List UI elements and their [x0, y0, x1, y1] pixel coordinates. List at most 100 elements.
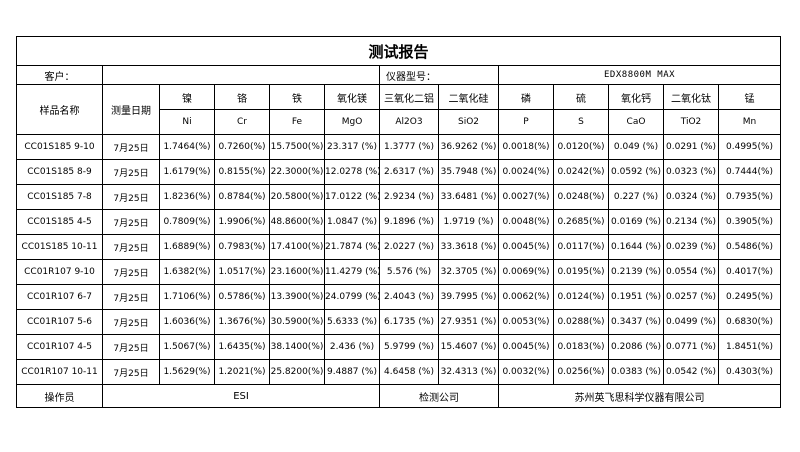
value-cell: 15.4607 (%) — [438, 334, 499, 360]
instrument-label: 仪器型号： — [379, 65, 499, 85]
value-cell: 0.0248(%) — [553, 184, 609, 210]
sample-name-cell: CC01S185 9-10 — [16, 134, 103, 160]
value-cell: 0.0045(%) — [498, 234, 554, 260]
value-cell: 12.0278 (%) — [324, 159, 380, 185]
value-cell: 1.5067(%) — [159, 334, 215, 360]
value-cell: 2.4043 (%) — [379, 284, 439, 310]
date-cell: 7月25日 — [102, 334, 160, 360]
operator-label: 操作员 — [16, 384, 103, 408]
value-cell: 1.6435(%) — [214, 334, 270, 360]
value-cell: 20.5800(%) — [269, 184, 325, 210]
value-cell: 1.3777 (%) — [379, 134, 439, 160]
date-cell: 7月25日 — [102, 309, 160, 335]
element-symbol-header: S — [553, 109, 609, 135]
instrument-value: EDX8800M MAX — [497, 65, 782, 85]
element-name-header: 硫 — [553, 84, 609, 110]
value-cell: 0.6830(%) — [717, 309, 782, 335]
value-cell: 0.0117(%) — [553, 234, 609, 260]
value-cell: 0.0554 (%) — [663, 259, 719, 285]
value-cell: 33.6481 (%) — [438, 184, 499, 210]
value-cell: 27.9351 (%) — [438, 309, 499, 335]
value-cell: 0.3905(%) — [717, 209, 782, 235]
value-cell: 1.7464(%) — [159, 134, 215, 160]
value-cell: 0.1951 (%) — [608, 284, 664, 310]
value-cell: 0.2495(%) — [717, 284, 782, 310]
sample-name-cell: CC01R107 10-11 — [16, 359, 103, 385]
table-row: CC01S185 10-11 7月25日 1.6889(%) 0.7983(%) 17.… — [16, 234, 782, 260]
date-cell: 7月25日 — [102, 159, 160, 185]
value-cell: 0.0045(%) — [498, 334, 554, 360]
value-cell: 30.5900(%) — [269, 309, 325, 335]
company-value: 苏州英飞思科学仪器有限公司 — [497, 384, 782, 408]
value-cell: 0.0257 (%) — [663, 284, 719, 310]
value-cell: 0.049 (%) — [608, 134, 664, 160]
value-cell: 0.3437 (%) — [608, 309, 664, 335]
element-symbol-header: SiO2 — [438, 109, 499, 135]
value-cell: 5.576 (%) — [379, 259, 439, 285]
value-cell: 0.0288(%) — [553, 309, 609, 335]
value-cell: 17.4100(%) — [269, 234, 325, 260]
value-cell: 24.0799 (%) — [324, 284, 380, 310]
value-cell: 0.0383 (%) — [608, 359, 664, 385]
element-name-header: 铬 — [214, 84, 270, 110]
value-cell: 0.0183(%) — [553, 334, 609, 360]
value-cell: 0.0323 (%) — [663, 159, 719, 185]
element-name-header: 铁 — [269, 84, 325, 110]
value-cell: 1.6179(%) — [159, 159, 215, 185]
value-cell: 17.0122 (%) — [324, 184, 380, 210]
element-name-header: 磷 — [498, 84, 554, 110]
sample-name-cell: CC01R107 4-5 — [16, 334, 103, 360]
table-row: CC01R107 5-6 7月25日 1.6036(%) 1.3676(%) 30.59… — [16, 309, 782, 335]
value-cell: 0.7935(%) — [717, 184, 782, 210]
element-symbol-header: CaO — [608, 109, 664, 135]
value-cell: 0.0291 (%) — [663, 134, 719, 160]
value-cell: 0.7260(%) — [214, 134, 270, 160]
value-cell: 1.6036(%) — [159, 309, 215, 335]
value-cell: 0.8784(%) — [214, 184, 270, 210]
sample-name-cell: CC01R107 6-7 — [16, 284, 103, 310]
value-cell: 1.9906(%) — [214, 209, 270, 235]
customer-value — [102, 65, 380, 85]
value-cell: 0.0499 (%) — [663, 309, 719, 335]
element-symbol-header: Mn — [717, 109, 782, 135]
value-cell: 1.8236(%) — [159, 184, 215, 210]
value-cell: 25.8200(%) — [269, 359, 325, 385]
value-cell: 39.7995 (%) — [438, 284, 499, 310]
table-row: CC01S185 7-8 7月25日 1.8236(%) 0.8784(%) 20.58… — [16, 184, 782, 210]
value-cell: 23.317 (%) — [324, 134, 380, 160]
table-row: CC01R107 6-7 7月25日 1.7106(%) 0.5786(%) 13.39… — [16, 284, 782, 310]
value-cell: 13.3900(%) — [269, 284, 325, 310]
value-cell: 0.7983(%) — [214, 234, 270, 260]
element-symbol-header: Ni — [159, 109, 215, 135]
value-cell: 0.0053(%) — [498, 309, 554, 335]
element-name-header: 氧化钙 — [608, 84, 664, 110]
value-cell: 21.7874 (%) — [324, 234, 380, 260]
value-cell: 0.0771 (%) — [663, 334, 719, 360]
date-cell: 7月25日 — [102, 259, 160, 285]
value-cell: 0.1644 (%) — [608, 234, 664, 260]
value-cell: 5.6333 (%) — [324, 309, 380, 335]
value-cell: 0.0169 (%) — [608, 209, 664, 235]
value-cell: 15.7500(%) — [269, 134, 325, 160]
value-cell: 2.6317 (%) — [379, 159, 439, 185]
value-cell: 35.7948 (%) — [438, 159, 499, 185]
value-cell: 48.8600(%) — [269, 209, 325, 235]
value-cell: 1.6382(%) — [159, 259, 215, 285]
value-cell: 0.7809(%) — [159, 209, 215, 235]
date-cell: 7月25日 — [102, 284, 160, 310]
value-cell: 33.3618 (%) — [438, 234, 499, 260]
value-cell: 1.8451(%) — [717, 334, 782, 360]
value-cell: 0.0542 (%) — [663, 359, 719, 385]
value-cell: 0.7444(%) — [717, 159, 782, 185]
footer-row: 操作员 ESI 检测公司 苏州英飞思科学仪器有限公司 — [16, 384, 782, 408]
element-symbol-header: MgO — [324, 109, 380, 135]
value-cell: 9.4887 (%) — [324, 359, 380, 385]
element-symbol-header: Cr — [214, 109, 270, 135]
date-cell: 7月25日 — [102, 184, 160, 210]
sample-name-cell: CC01S185 10-11 — [16, 234, 103, 260]
value-cell: 32.3705 (%) — [438, 259, 499, 285]
value-cell: 0.0256(%) — [553, 359, 609, 385]
element-name-header: 二氧化硅 — [438, 84, 499, 110]
element-name-header: 镍 — [159, 84, 215, 110]
value-cell: 2.9234 (%) — [379, 184, 439, 210]
